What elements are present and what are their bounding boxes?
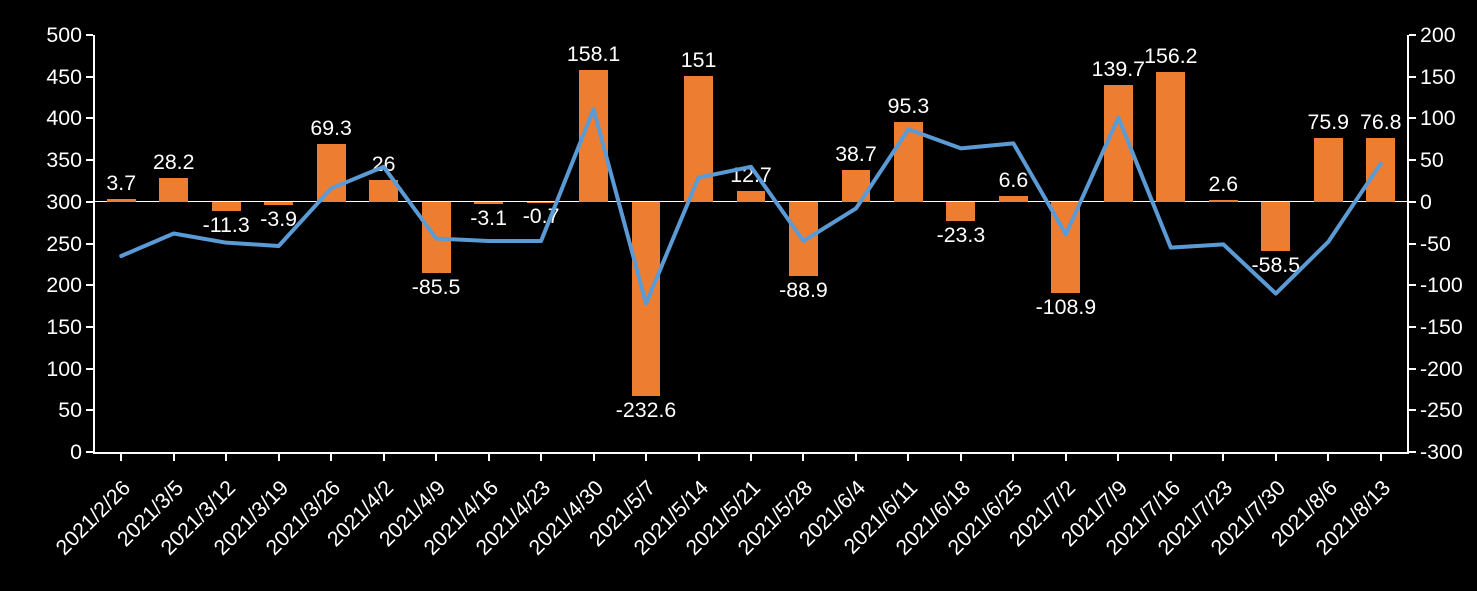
line-series xyxy=(0,0,1477,591)
line-series-path xyxy=(121,109,1381,303)
chart-container: 050100150200250300350400450500 -300-250-… xyxy=(0,0,1477,591)
